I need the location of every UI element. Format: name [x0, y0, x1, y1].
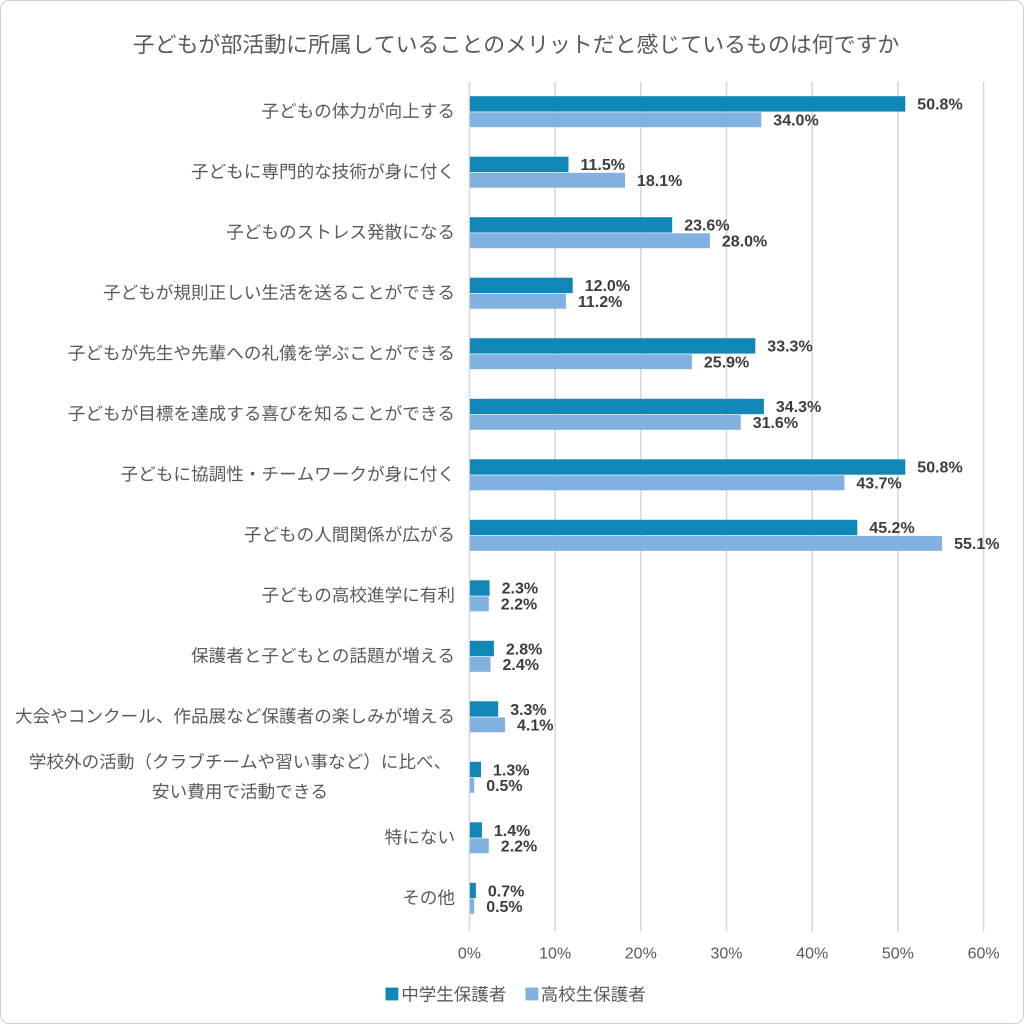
svg-text:2.2%: 2.2% — [501, 597, 537, 614]
svg-text:50.8%: 50.8% — [917, 97, 962, 114]
svg-text:28.0%: 28.0% — [722, 234, 767, 251]
svg-text:33.3%: 33.3% — [767, 339, 812, 356]
svg-text:50%: 50% — [882, 946, 914, 963]
svg-text:0.5%: 0.5% — [486, 778, 522, 795]
svg-text:11.2%: 11.2% — [578, 294, 622, 311]
svg-text:18.1%: 18.1% — [637, 173, 682, 190]
svg-text:10%: 10% — [539, 946, 571, 963]
svg-text:1.3%: 1.3% — [493, 762, 529, 779]
svg-text:4.1%: 4.1% — [517, 718, 553, 735]
svg-text:2.3%: 2.3% — [502, 581, 538, 598]
svg-text:0.7%: 0.7% — [488, 883, 524, 900]
svg-text:12.0%: 12.0% — [585, 278, 630, 295]
svg-text:23.6%: 23.6% — [684, 218, 729, 235]
svg-text:40%: 40% — [796, 946, 828, 963]
svg-text:45.2%: 45.2% — [869, 520, 914, 537]
svg-text:2.2%: 2.2% — [501, 839, 537, 856]
svg-text:0.5%: 0.5% — [486, 899, 522, 916]
svg-text:25.9%: 25.9% — [704, 355, 749, 372]
svg-text:55.1%: 55.1% — [954, 536, 999, 553]
svg-text:3.3%: 3.3% — [510, 702, 546, 719]
svg-text:20%: 20% — [625, 946, 657, 963]
svg-text:0%: 0% — [458, 946, 481, 963]
svg-text:43.7%: 43.7% — [856, 476, 901, 493]
svg-text:34.3%: 34.3% — [776, 399, 821, 416]
svg-text:2.4%: 2.4% — [503, 657, 539, 674]
svg-text:30%: 30% — [710, 946, 742, 963]
svg-text:60%: 60% — [968, 946, 1000, 963]
svg-text:31.6%: 31.6% — [753, 415, 798, 432]
svg-text:50.8%: 50.8% — [917, 460, 962, 477]
svg-text:1.4%: 1.4% — [494, 823, 530, 840]
svg-text:34.0%: 34.0% — [773, 113, 818, 130]
svg-text:2.8%: 2.8% — [506, 641, 542, 658]
svg-text:11.5%: 11.5% — [581, 157, 625, 174]
